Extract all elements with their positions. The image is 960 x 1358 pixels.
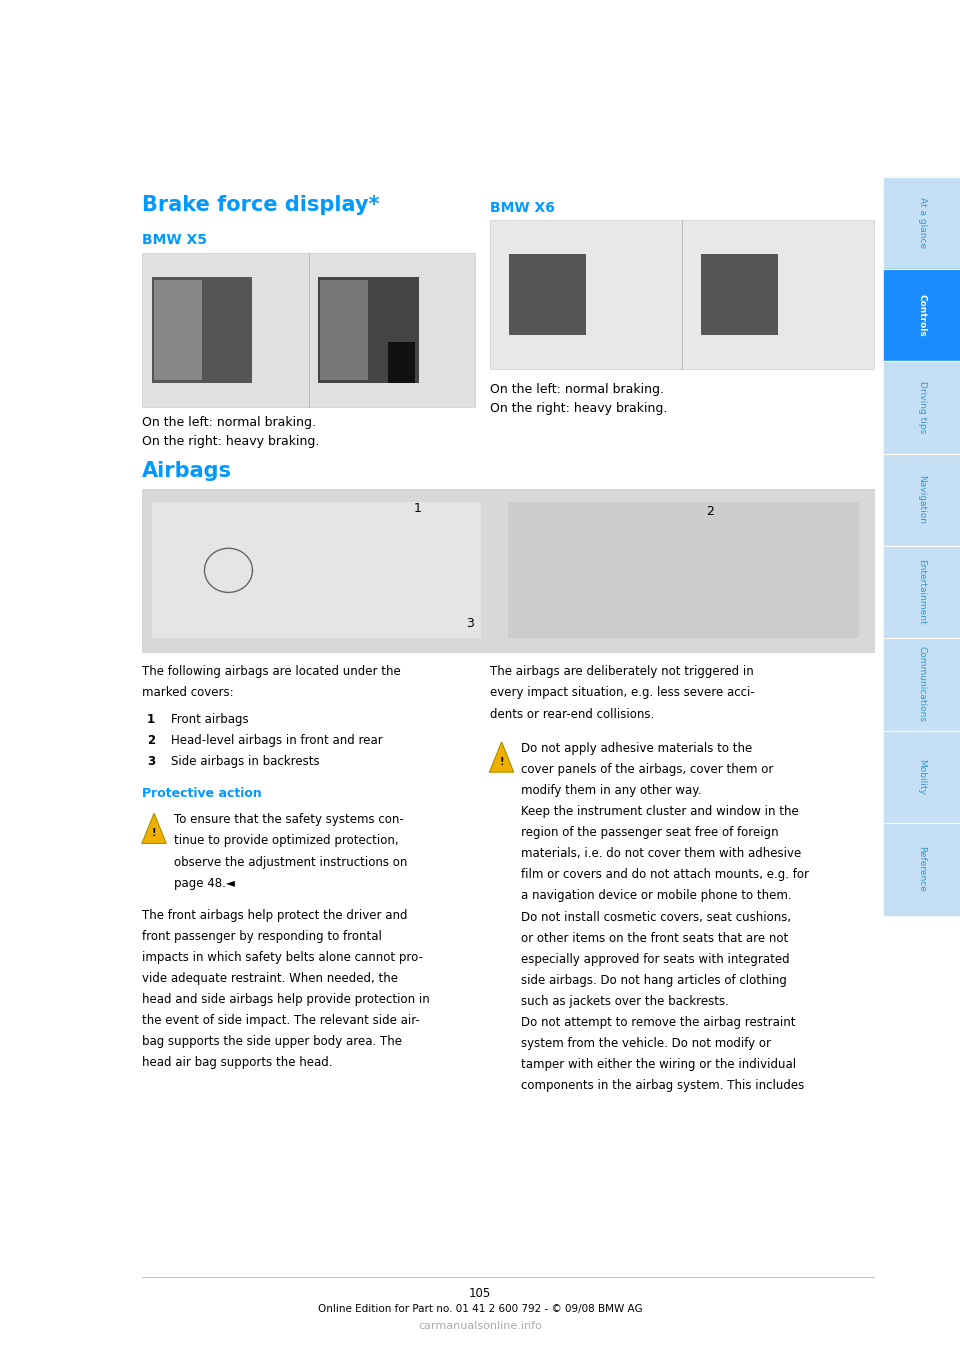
Text: Airbags: Airbags [142,460,232,481]
Bar [884,361,960,454]
Text: observe the adjustment instructions on: observe the adjustment instructions on [174,856,407,869]
Bar [509,254,586,335]
Text: At a glance: At a glance [918,197,926,249]
Bar [884,546,960,638]
Text: every impact situation, e.g. less severe acci-: every impact situation, e.g. less severe… [490,687,755,699]
Text: head air bag supports the head.: head air bag supports the head. [142,1057,332,1069]
Text: head and side airbags help provide protection in: head and side airbags help provide prote… [142,993,430,1006]
Text: Do not apply adhesive materials to the: Do not apply adhesive materials to the [521,741,753,755]
Text: Driving tips: Driving tips [918,382,926,433]
Bar [321,280,369,380]
Text: modify them in any other way.: modify them in any other way. [521,785,702,797]
Text: especially approved for seats with integrated: especially approved for seats with integ… [521,953,790,966]
Text: 2: 2 [147,733,155,747]
Text: Front airbags: Front airbags [171,713,249,727]
Bar [508,502,859,638]
Text: On the left: normal braking.: On the left: normal braking. [142,416,316,429]
Text: bag supports the side upper body area. The: bag supports the side upper body area. T… [142,1035,402,1048]
Text: 1: 1 [414,502,421,516]
Text: Keep the instrument cluster and window in the: Keep the instrument cluster and window i… [521,805,799,819]
Text: On the right: heavy braking.: On the right: heavy braking. [142,435,320,448]
Text: system from the vehicle. Do not modify or: system from the vehicle. Do not modify o… [521,1038,771,1050]
Bar [884,269,960,361]
Text: film or covers and do not attach mounts, e.g. for: film or covers and do not attach mounts,… [521,869,809,881]
Text: 1: 1 [147,713,155,727]
Text: the event of side impact. The relevant side air-: the event of side impact. The relevant s… [142,1014,420,1027]
Text: Reference: Reference [918,846,926,892]
Text: The airbags are deliberately not triggered in: The airbags are deliberately not trigger… [490,665,754,679]
Text: Protective action: Protective action [142,788,262,800]
Text: BMW X6: BMW X6 [490,201,555,215]
Bar [142,253,475,407]
Text: tinue to provide optimized protection,: tinue to provide optimized protection, [174,834,398,847]
Text: tamper with either the wiring or the individual: tamper with either the wiring or the ind… [521,1058,797,1071]
Bar [142,489,874,652]
Text: Side airbags in backrests: Side airbags in backrests [171,755,320,769]
Text: region of the passenger seat free of foreign: region of the passenger seat free of for… [521,826,779,839]
Text: 2: 2 [707,505,714,519]
Text: 3: 3 [467,617,474,630]
Text: Communications: Communications [918,646,926,722]
Text: marked covers:: marked covers: [142,687,233,699]
Text: On the left: normal braking.: On the left: normal braking. [490,383,663,397]
Bar [884,177,960,269]
Bar [884,638,960,731]
Bar [154,280,202,380]
Bar [152,277,252,383]
Text: impacts in which safety belts alone cannot pro-: impacts in which safety belts alone cann… [142,951,423,964]
Text: side airbags. Do not hang articles of clothing: side airbags. Do not hang articles of cl… [521,974,787,987]
Text: dents or rear-end collisions.: dents or rear-end collisions. [490,708,654,721]
Text: Mobility: Mobility [918,759,926,794]
Text: front passenger by responding to frontal: front passenger by responding to frontal [142,930,382,942]
Text: vide adequate restraint. When needed, the: vide adequate restraint. When needed, th… [142,972,398,985]
Bar [884,731,960,823]
Text: Entertainment: Entertainment [918,559,926,625]
Text: !: ! [499,756,504,766]
Text: components in the airbag system. This includes: components in the airbag system. This in… [521,1080,804,1092]
Text: 3: 3 [147,755,155,769]
Polygon shape [142,813,166,843]
Text: such as jackets over the backrests.: such as jackets over the backrests. [521,995,730,1008]
Bar [319,277,419,383]
Text: a navigation device or mobile phone to them.: a navigation device or mobile phone to t… [521,889,792,903]
Text: materials, i.e. do not cover them with adhesive: materials, i.e. do not cover them with a… [521,847,802,861]
Text: BMW X5: BMW X5 [142,234,207,247]
Text: 105: 105 [468,1287,492,1301]
Text: Online Edition for Part no. 01 41 2 600 792 - © 09/08 BMW AG: Online Edition for Part no. 01 41 2 600 … [318,1304,642,1313]
Text: !: ! [152,828,156,838]
Text: On the right: heavy braking.: On the right: heavy braking. [490,402,667,416]
Text: Controls: Controls [918,293,926,337]
Text: Head-level airbags in front and rear: Head-level airbags in front and rear [171,733,383,747]
Text: or other items on the front seats that are not: or other items on the front seats that a… [521,932,788,945]
Text: cover panels of the airbags, cover them or: cover panels of the airbags, cover them … [521,763,774,777]
Text: The front airbags help protect the driver and: The front airbags help protect the drive… [142,909,408,922]
Text: carmanualsonline.info: carmanualsonline.info [418,1321,542,1331]
Polygon shape [490,741,514,773]
Bar [701,254,778,335]
Bar [388,342,416,383]
Bar [884,823,960,915]
Bar [884,454,960,546]
Text: page 48.◄: page 48.◄ [174,877,234,889]
Text: Do not attempt to remove the airbag restraint: Do not attempt to remove the airbag rest… [521,1016,796,1029]
Bar [152,502,481,638]
Text: Do not install cosmetic covers, seat cushions,: Do not install cosmetic covers, seat cus… [521,911,791,923]
Bar [490,220,874,369]
Text: Brake force display*: Brake force display* [142,194,379,215]
Text: Navigation: Navigation [918,475,926,524]
Text: The following airbags are located under the: The following airbags are located under … [142,665,401,679]
Text: To ensure that the safety systems con-: To ensure that the safety systems con- [174,813,403,827]
